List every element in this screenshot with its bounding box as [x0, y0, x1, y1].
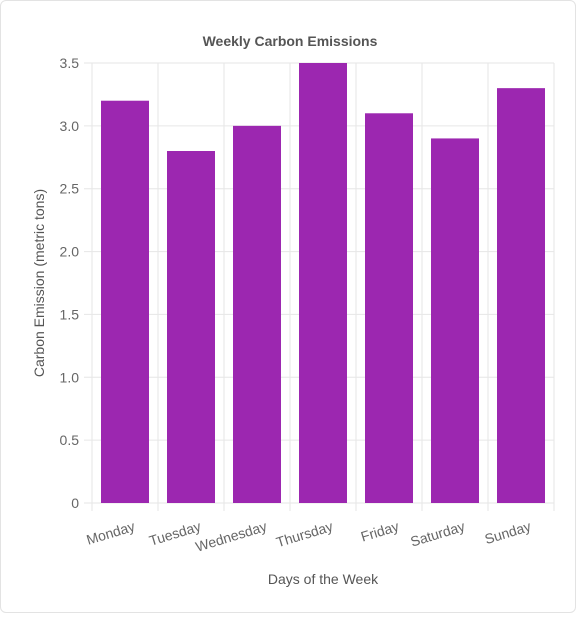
y-axis-ticks: 0 0.5 1.0 1.5 2.0 2.5 3.0 3.5 [60, 55, 80, 511]
x-tick-label: Saturday [408, 518, 466, 550]
y-tick-label: 3.0 [60, 118, 80, 134]
y-tick-label: 0.5 [60, 432, 80, 448]
chart-title: Weekly Carbon Emissions [203, 33, 378, 49]
bars [101, 63, 545, 504]
y-tick-label: 1.5 [60, 306, 80, 322]
bar-friday [365, 113, 413, 504]
x-tick-label: Monday [84, 518, 136, 548]
x-tick-label: Thursday [274, 518, 334, 550]
y-tick-label: 0 [71, 495, 79, 511]
x-tick-label: Wednesday [194, 518, 269, 555]
y-tick-label: 2.5 [60, 181, 80, 197]
bar-saturday [431, 138, 479, 503]
y-tick-label: 2.0 [60, 244, 80, 260]
bar-thursday [299, 63, 347, 503]
x-tick-label: Sunday [483, 518, 533, 547]
y-tick-label: 1.0 [60, 369, 80, 385]
bar-monday [101, 100, 149, 503]
x-tick-label: Friday [359, 518, 401, 545]
bar-sunday [497, 88, 545, 504]
bar-wednesday [233, 125, 281, 503]
bar-tuesday [167, 151, 215, 503]
y-axis-label: Carbon Emission (metric tons) [31, 189, 47, 377]
x-axis-label: Days of the Week [268, 571, 379, 587]
y-tick-label: 3.5 [60, 55, 80, 71]
